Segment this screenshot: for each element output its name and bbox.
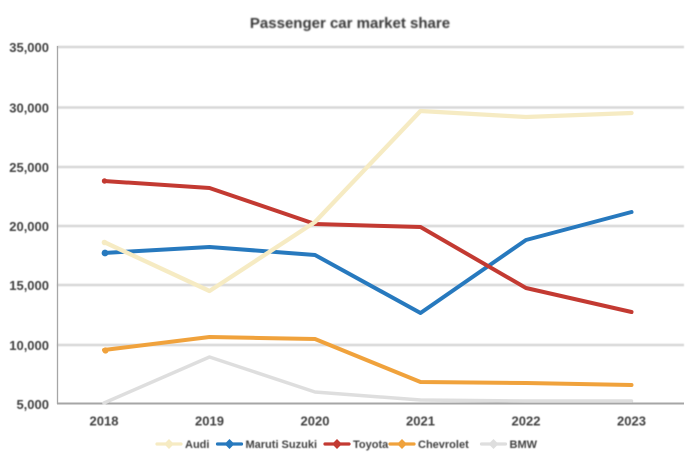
svg-text:2019: 2019: [195, 414, 224, 429]
svg-text:2020: 2020: [301, 414, 330, 429]
svg-text:Passenger car market share: Passenger car market share: [250, 15, 450, 32]
svg-text:10,000: 10,000: [9, 338, 49, 353]
svg-text:2021: 2021: [406, 414, 435, 429]
svg-text:Toyota: Toyota: [353, 439, 389, 451]
svg-text:20,000: 20,000: [9, 219, 49, 234]
svg-text:2023: 2023: [617, 414, 646, 429]
svg-text:30,000: 30,000: [9, 101, 49, 116]
svg-text:2018: 2018: [90, 414, 119, 429]
svg-text:15,000: 15,000: [9, 278, 49, 293]
svg-text:BMW: BMW: [510, 439, 538, 451]
svg-text:5,000: 5,000: [16, 397, 49, 412]
svg-text:2022: 2022: [512, 414, 541, 429]
svg-text:Audi: Audi: [185, 439, 209, 451]
svg-text:25,000: 25,000: [9, 160, 49, 175]
svg-text:Maruti Suzuki: Maruti Suzuki: [246, 439, 318, 451]
svg-text:Chevrolet: Chevrolet: [418, 439, 469, 451]
svg-text:35,000: 35,000: [9, 40, 49, 55]
